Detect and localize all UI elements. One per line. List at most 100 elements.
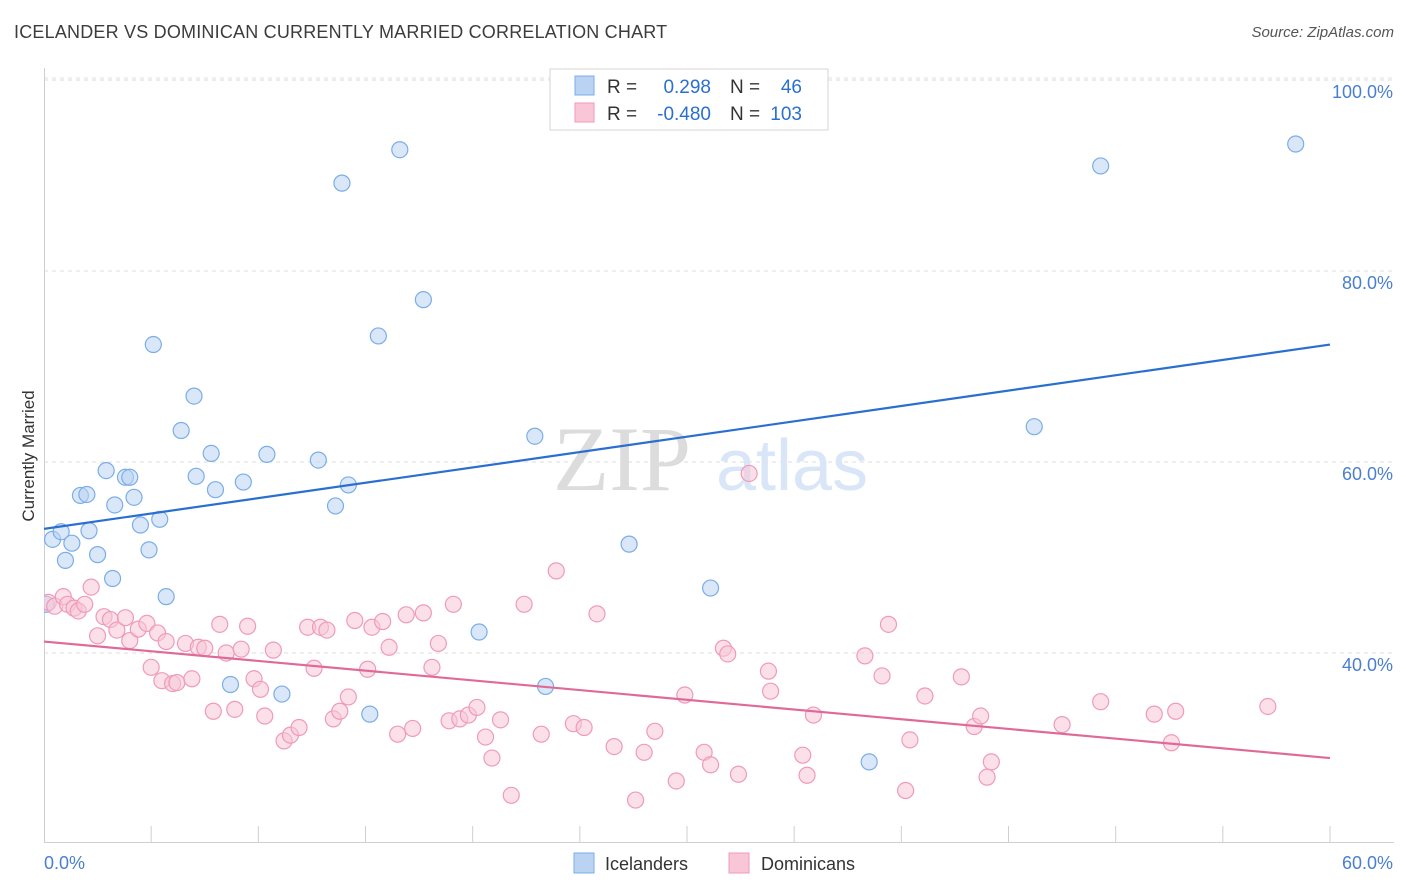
dominicans-point bbox=[138, 614, 156, 632]
y-tick-labels: 40.0% 60.0% 80.0% 100.0% bbox=[1332, 82, 1393, 675]
dominicans-point bbox=[168, 674, 186, 692]
stats-n-value-dominicans: 103 bbox=[770, 104, 802, 125]
dominicans-point bbox=[211, 615, 229, 633]
icelanders-point bbox=[88, 546, 107, 564]
stats-swatch-icelanders bbox=[574, 75, 595, 96]
dominicans-point bbox=[196, 639, 214, 657]
icelanders-point bbox=[234, 473, 252, 491]
dominicans-point bbox=[646, 722, 664, 740]
y-tick-label: 80.0% bbox=[1342, 273, 1393, 293]
dominicans-point bbox=[76, 595, 94, 613]
dominicans-point bbox=[226, 700, 244, 718]
icelanders-point bbox=[172, 421, 190, 440]
chart-title: ICELANDER VS DOMINICAN CURRENTLY MARRIED… bbox=[14, 22, 668, 42]
icelanders-point bbox=[131, 516, 150, 534]
icelanders-point bbox=[369, 327, 387, 345]
dominicans-point bbox=[547, 562, 565, 580]
dominicans-point bbox=[1167, 702, 1185, 720]
stats-swatch-dominicans bbox=[574, 102, 595, 123]
x-tick-label-max: 60.0% bbox=[1342, 853, 1393, 873]
dominicans-point bbox=[374, 612, 392, 631]
dominicans-point bbox=[305, 659, 323, 677]
dominicans-point bbox=[468, 698, 486, 717]
dominicans-point bbox=[794, 746, 812, 764]
dominicans-point bbox=[740, 464, 758, 483]
dominicans-point bbox=[157, 632, 175, 651]
legend-label-icelanders: Icelanders bbox=[605, 854, 688, 874]
dominicans-point bbox=[108, 621, 126, 639]
icelanders-point bbox=[1287, 135, 1305, 153]
stats-r-value-icelanders: 0.298 bbox=[663, 77, 711, 98]
dominicans-point bbox=[605, 737, 623, 756]
icelanders-point bbox=[361, 705, 379, 723]
dominicans-point bbox=[256, 707, 274, 725]
icelanders-point bbox=[187, 467, 205, 485]
stats-r-label-dominicans: R = bbox=[607, 104, 637, 125]
icelanders-point bbox=[333, 174, 351, 192]
icelanders-point bbox=[258, 445, 276, 463]
dominicans-point bbox=[116, 609, 135, 627]
icelanders-point bbox=[620, 535, 638, 553]
dominicans-point bbox=[667, 772, 685, 790]
legend-label-dominicans: Dominicans bbox=[761, 854, 855, 874]
watermark-atlas: atlas bbox=[716, 426, 868, 506]
dominicans-point bbox=[901, 731, 919, 749]
y-tick-label: 40.0% bbox=[1342, 655, 1393, 675]
dominicans-point bbox=[856, 647, 874, 665]
y-axis-label: Currently Married bbox=[19, 390, 38, 521]
y-tick-label: 100.0% bbox=[1332, 82, 1393, 102]
dominicans-point bbox=[423, 658, 441, 676]
dominicans-point bbox=[183, 670, 201, 688]
icelanders-point bbox=[860, 753, 878, 771]
stats-n-label-icelanders: N = bbox=[730, 77, 760, 98]
dominicans-point bbox=[626, 791, 645, 809]
dominicans-point bbox=[701, 756, 720, 774]
icelanders-point bbox=[470, 623, 488, 641]
dominicans-point bbox=[515, 595, 533, 613]
dominicans-point bbox=[761, 682, 780, 700]
dominicans-point bbox=[404, 719, 422, 738]
icelanders-point bbox=[309, 451, 327, 469]
dominicans-point bbox=[897, 781, 915, 800]
icelanders-point bbox=[526, 427, 544, 445]
dominicans-point bbox=[88, 627, 107, 645]
dominicans-point bbox=[982, 753, 1000, 771]
dominicans-point bbox=[588, 605, 606, 623]
dominicans-point bbox=[1259, 697, 1277, 716]
dominicans-point bbox=[414, 604, 432, 622]
dominicans-point bbox=[1092, 693, 1110, 711]
dominicans-point bbox=[397, 606, 415, 624]
icelanders-trend-line bbox=[43, 343, 1331, 530]
dominicans-point bbox=[429, 634, 447, 653]
watermark-zip: ZIP bbox=[553, 408, 691, 510]
icelanders-point bbox=[140, 541, 158, 559]
dominicans-point bbox=[916, 687, 934, 705]
icelanders-point bbox=[63, 534, 81, 552]
icelanders-point bbox=[326, 497, 345, 515]
dominicans-point bbox=[232, 640, 250, 658]
icelanders-point bbox=[80, 522, 98, 540]
dominicans-point bbox=[635, 743, 653, 761]
stats-r-value-dominicans: -0.480 bbox=[657, 104, 711, 125]
legend-swatch-icelanders bbox=[573, 852, 595, 874]
dominicans-point bbox=[82, 578, 100, 596]
icelanders-point bbox=[414, 291, 432, 309]
data-points bbox=[44, 135, 1305, 809]
icelanders-point bbox=[56, 551, 75, 569]
icelanders-point bbox=[391, 141, 409, 159]
dominicans-point bbox=[444, 595, 462, 613]
dominicans-point bbox=[339, 688, 357, 706]
dominicans-point bbox=[729, 765, 748, 783]
icelanders-point bbox=[1092, 157, 1110, 175]
dominicans-point bbox=[952, 668, 970, 686]
stats-n-value-icelanders: 46 bbox=[781, 77, 802, 98]
icelanders-point bbox=[206, 481, 225, 499]
dominicans-point bbox=[575, 718, 593, 737]
dominicans-point bbox=[502, 786, 520, 804]
icelanders-point bbox=[701, 579, 720, 597]
dominicans-point bbox=[483, 749, 501, 767]
icelanders-point bbox=[121, 468, 139, 486]
dominicans-point bbox=[804, 706, 823, 724]
dominicans-point bbox=[491, 711, 510, 729]
